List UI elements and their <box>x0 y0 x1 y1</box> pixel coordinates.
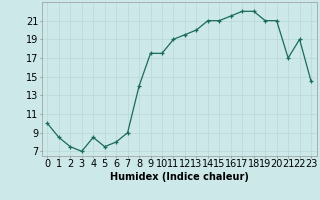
X-axis label: Humidex (Indice chaleur): Humidex (Indice chaleur) <box>110 172 249 182</box>
